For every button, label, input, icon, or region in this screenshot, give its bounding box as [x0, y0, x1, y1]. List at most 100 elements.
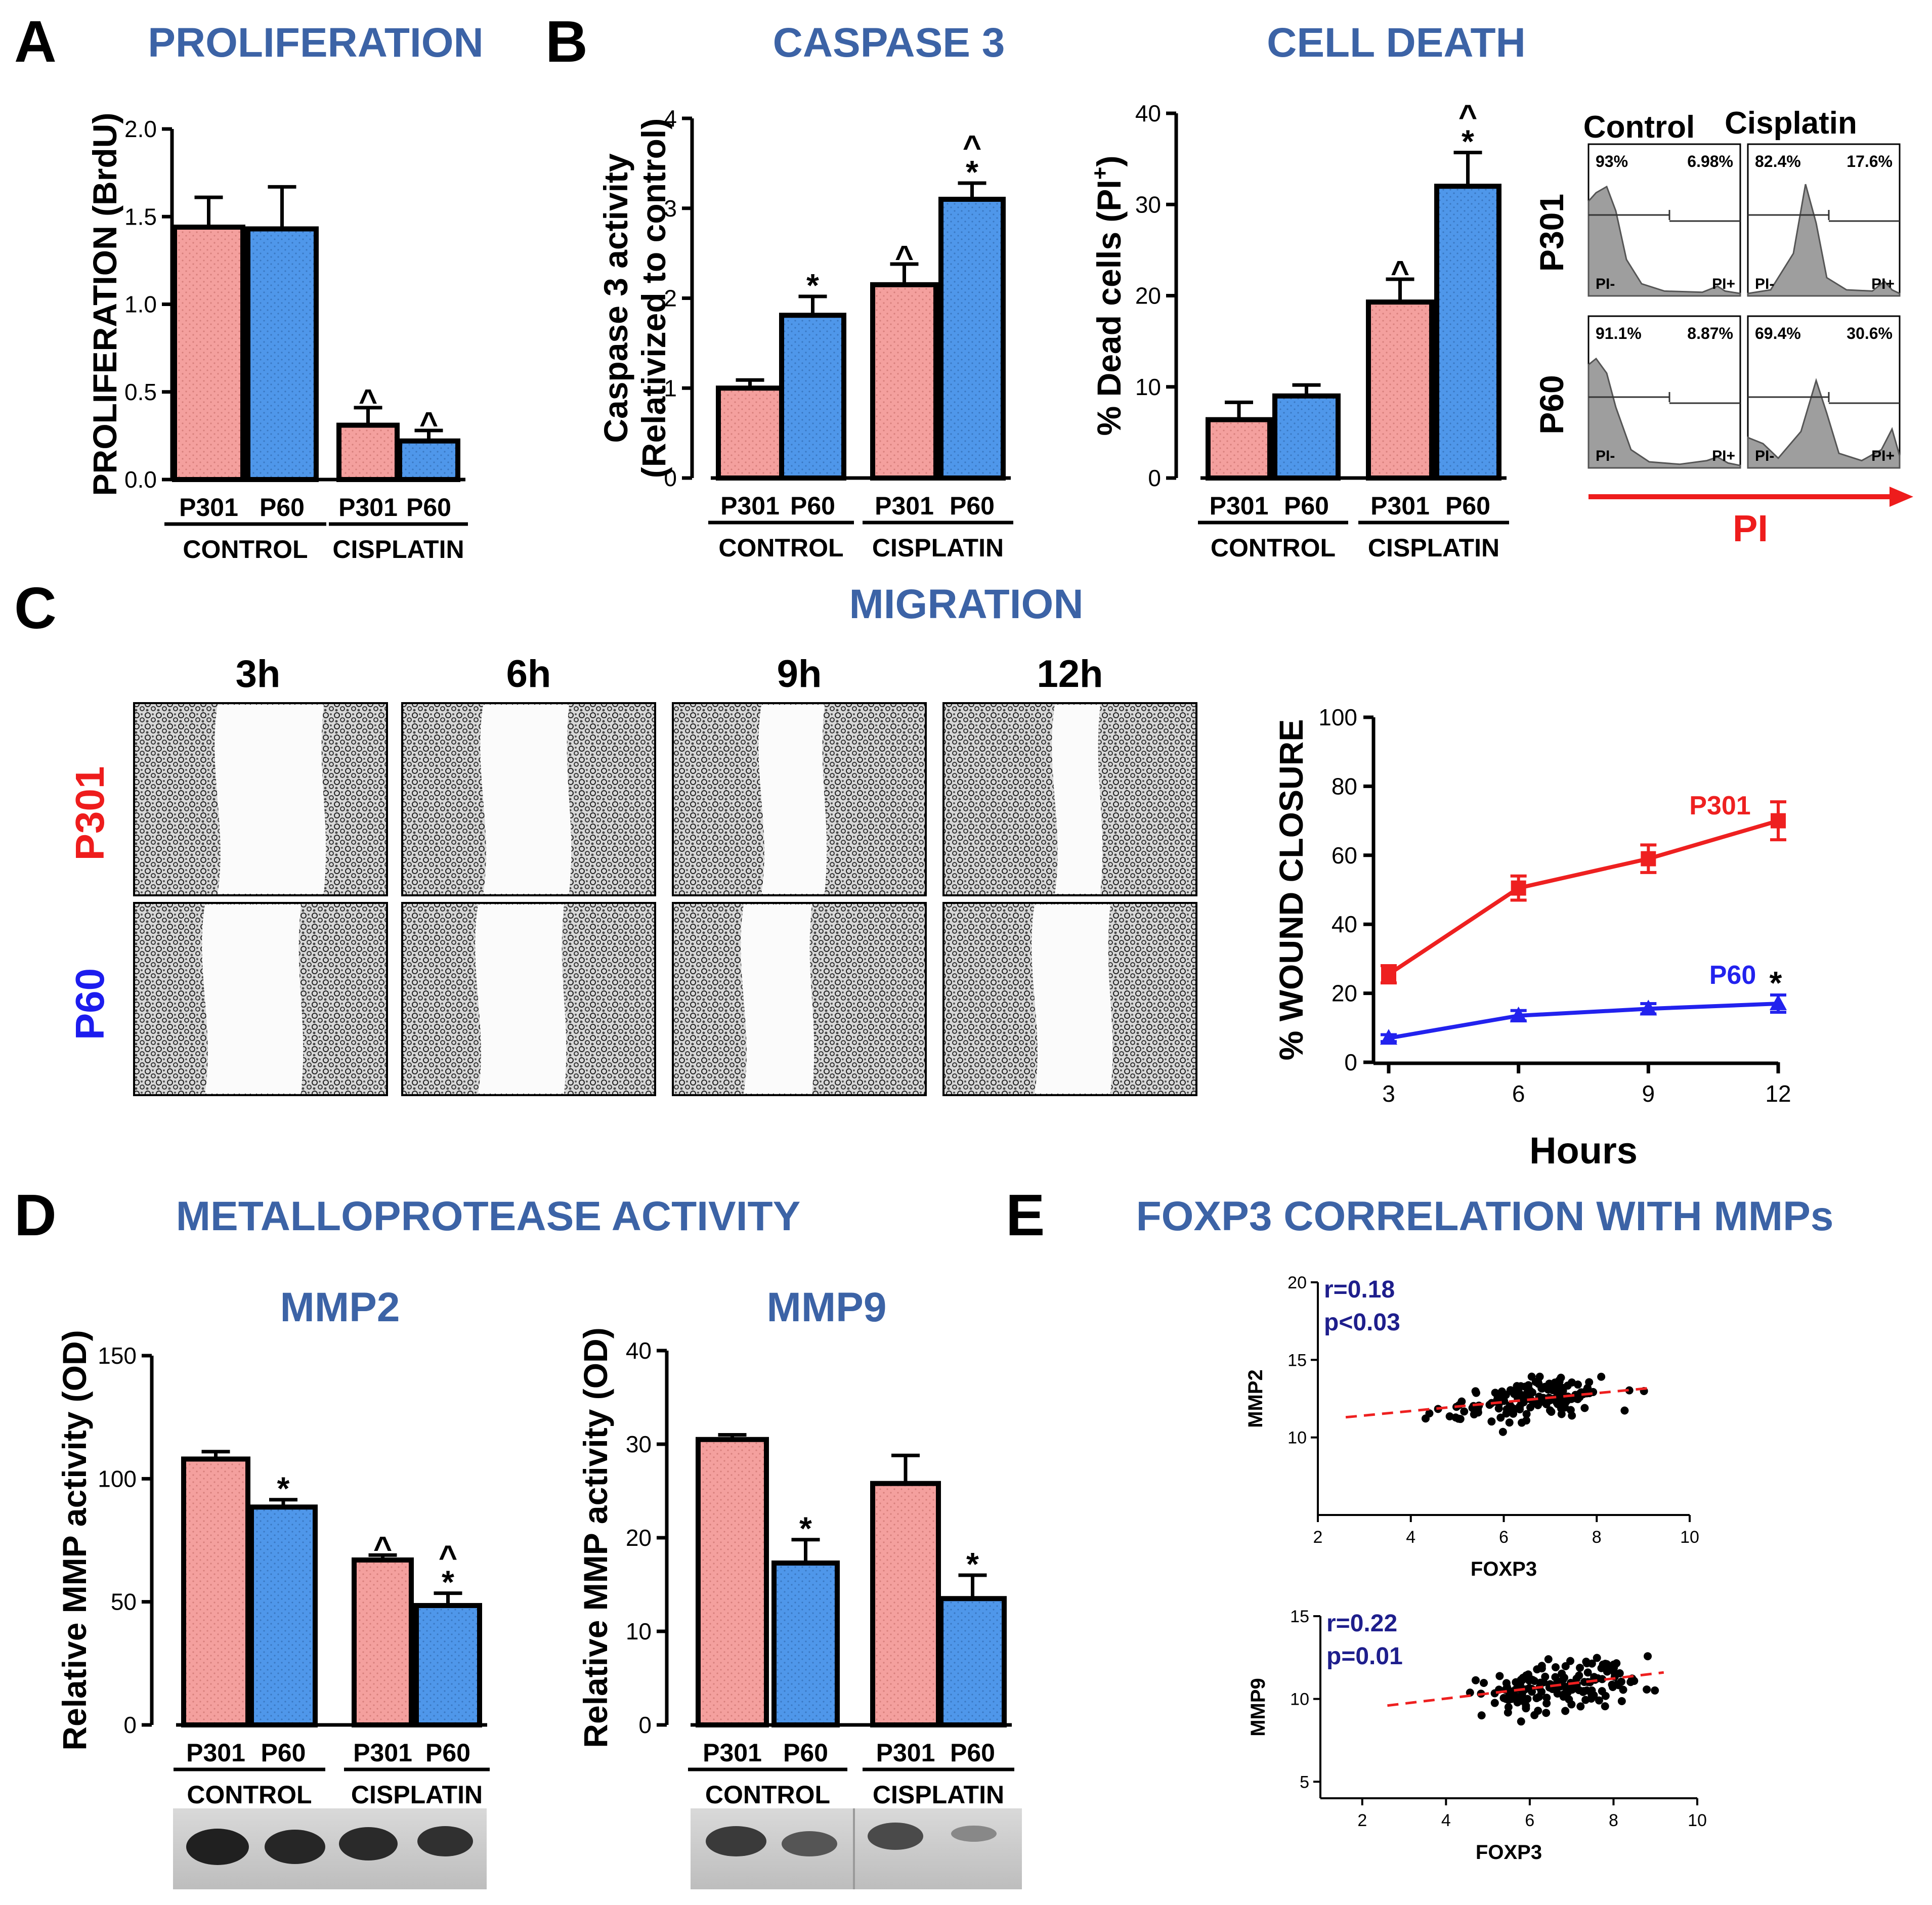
- flow-row-p60: P60: [1533, 375, 1570, 434]
- wound-gap: [758, 705, 827, 894]
- scatter-point: [1496, 1413, 1505, 1422]
- mmp9-zymography-blot: [691, 1808, 1022, 1889]
- gate-label-negative: PI-: [1755, 448, 1774, 464]
- y-tick-label: 2.0: [124, 116, 157, 142]
- scatter-point: [1580, 1404, 1589, 1412]
- y-tick-label: 0: [1344, 1049, 1357, 1075]
- wound-gap: [475, 904, 567, 1094]
- significance-caret: ^: [1458, 98, 1477, 135]
- correlation-r: r=0.18: [1324, 1276, 1395, 1303]
- histogram-curve: [1747, 378, 1901, 469]
- error-bar: [368, 1553, 397, 1560]
- group-label-control: CONTROL: [705, 1781, 830, 1809]
- bar-p301: [870, 1481, 941, 1727]
- gate-label-negative: PI-: [1755, 276, 1774, 292]
- error-bar: [791, 1538, 820, 1563]
- significance-star: *: [799, 1510, 812, 1547]
- wound-healing-images: 3h 6h 9h 12h P301 P60: [67, 653, 1197, 1096]
- y-tick-label: 10: [1290, 1690, 1309, 1709]
- scatter-point: [1583, 1668, 1592, 1677]
- scatter-point: [1477, 1711, 1486, 1720]
- x-tick-label: 10: [1688, 1811, 1707, 1830]
- y-tick-label: 50: [111, 1589, 137, 1615]
- wound-row-p301: P301: [67, 766, 112, 861]
- scatter-point: [1593, 1654, 1601, 1662]
- foxp3-mmp9-scatter: 2 4 6 8 10 5 10 15 MMP9 FOXP3 r=0.22 p=0.01: [1247, 1607, 1707, 1864]
- scatter-point: [1595, 1696, 1603, 1705]
- error-bar: [268, 185, 296, 229]
- gate-line: [1588, 392, 1740, 404]
- flow-col-cisplatin: Cisplatin: [1725, 106, 1857, 141]
- scatter-point: [1523, 1695, 1532, 1703]
- error-bar: [1292, 383, 1321, 396]
- scatter-point: [1615, 1669, 1624, 1677]
- group-label-control: CONTROL: [187, 1781, 312, 1809]
- y-tick-label: 0: [638, 1712, 652, 1738]
- wound-row-p60: P60: [67, 968, 112, 1040]
- pi-arrow-head: [1890, 487, 1913, 507]
- blot-band: [186, 1829, 249, 1865]
- scatter-point: [1534, 1379, 1543, 1388]
- x-tick-label: 3: [1382, 1080, 1395, 1107]
- gate-label-positive: PI+: [1871, 448, 1895, 464]
- wound-gap: [1052, 705, 1103, 894]
- wound-gap: [202, 904, 304, 1094]
- scatter-point: [1513, 1382, 1521, 1391]
- scatter-point: [1651, 1686, 1659, 1695]
- time-label-6h: 6h: [506, 653, 551, 696]
- scatter-point: [1630, 1676, 1639, 1685]
- scatter-point: [1487, 1417, 1496, 1426]
- y-tick-label: 150: [98, 1343, 137, 1369]
- mmp9-title: MMP9: [767, 1284, 887, 1330]
- y-axis-title: Relative MMP activity (OD): [577, 1327, 614, 1748]
- scatter-point: [1643, 1685, 1651, 1694]
- x-tick-label: 2: [1313, 1528, 1323, 1547]
- category-label: P301: [876, 1739, 935, 1767]
- y-tick-label: 5: [1300, 1772, 1309, 1792]
- y-tick-label: 1: [664, 375, 677, 401]
- scatter-point: [1542, 1699, 1551, 1708]
- error-bar: [354, 406, 382, 425]
- scatter-point: [1557, 1410, 1566, 1418]
- pi-axis-label: PI: [1733, 507, 1768, 549]
- bar-p60: [249, 1504, 318, 1728]
- scatter-point: [1522, 1416, 1531, 1425]
- bar-p60: [771, 1560, 840, 1727]
- bar-p301: [696, 1437, 769, 1727]
- scatter-point: [1582, 1686, 1591, 1695]
- series-line-p301: [1387, 818, 1779, 976]
- scatter-point: [1541, 1672, 1550, 1681]
- x-tick-label: 8: [1592, 1528, 1602, 1547]
- category-label: P301: [338, 493, 398, 522]
- panel-letter-a: A: [14, 9, 57, 74]
- proliferation-title: PROLIFERATION: [148, 20, 484, 66]
- bar-p301: [716, 385, 784, 481]
- metallo-title: METALLOPROTEASE ACTIVITY: [176, 1193, 801, 1239]
- error-bar: [194, 195, 223, 228]
- scatter-point: [1608, 1680, 1616, 1689]
- y-tick-label: 10: [1135, 374, 1161, 400]
- scatter-point: [1585, 1378, 1594, 1387]
- y-tick-label: 4: [664, 105, 677, 132]
- gate-line: [1748, 210, 1900, 222]
- scatter-point: [1581, 1696, 1590, 1704]
- category-label: P60: [950, 1739, 995, 1767]
- scatter-point: [1457, 1397, 1466, 1406]
- bar-p301: [181, 1456, 250, 1727]
- scatter-point: [1535, 1372, 1544, 1381]
- scatter-point: [1551, 1663, 1560, 1672]
- blot-band: [706, 1826, 766, 1856]
- scatter-point: [1574, 1380, 1582, 1389]
- scatter-point: [1533, 1665, 1541, 1674]
- bar-p60: [938, 1596, 1007, 1727]
- mmp2-zymography-blot: [173, 1808, 487, 1889]
- scatter-point: [1502, 1683, 1511, 1692]
- scatter-point: [1601, 1692, 1610, 1700]
- category-label: P301: [1210, 492, 1269, 520]
- scatter-point: [1644, 1652, 1652, 1661]
- scatter-point: [1471, 1676, 1480, 1684]
- mmp9-chart: 0 10 20 30 40 Relative MMP activity (OD) P301 *…: [577, 1327, 1014, 1809]
- wound-gap: [1032, 904, 1113, 1094]
- scatter-point: [1560, 1673, 1569, 1682]
- scatter-point: [1551, 1378, 1559, 1387]
